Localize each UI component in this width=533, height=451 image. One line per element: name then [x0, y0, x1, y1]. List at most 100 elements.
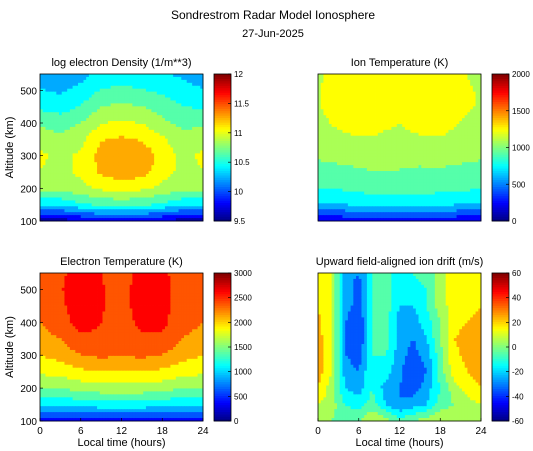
contour-cell [347, 74, 351, 78]
contour-cell [383, 141, 387, 145]
contour-cell [48, 176, 52, 181]
contour-cell [347, 88, 351, 93]
contour-cell [69, 88, 73, 93]
contour-cell [135, 171, 139, 175]
contour-cell [143, 150, 147, 154]
contour-cell [148, 200, 152, 204]
contour-cell [440, 79, 444, 84]
contour-cell [110, 171, 114, 175]
contour-cell [137, 165, 141, 169]
contour-cell [56, 109, 60, 113]
contour-cell [334, 82, 338, 87]
contour-cell [59, 74, 63, 78]
contour-cell [350, 165, 354, 169]
contour-cell [56, 76, 60, 81]
contour-cell [453, 144, 457, 148]
contour-cell [361, 112, 365, 116]
contour-cell [192, 156, 196, 160]
contour-cell [97, 209, 101, 213]
contour-cell [323, 112, 327, 116]
contour-cell [48, 171, 52, 175]
contour-cell [396, 141, 400, 145]
contour-cell [164, 185, 169, 190]
contour-cell [86, 168, 90, 172]
contour-cell [183, 171, 188, 175]
contour-cell [377, 74, 381, 78]
contour-cell [467, 88, 471, 93]
contour-cell [173, 147, 177, 151]
contour-cell [53, 176, 57, 181]
contour-cell [464, 123, 468, 128]
contour-cell [148, 153, 152, 157]
contour-cell [320, 94, 324, 98]
contour-cell [339, 144, 343, 148]
contour-cell [320, 150, 324, 154]
contour-cell [48, 88, 52, 93]
contour-cell [116, 191, 120, 195]
contour-cell [110, 156, 114, 160]
contour-cell [429, 88, 433, 93]
contour-cell [50, 159, 54, 163]
contour-cell [167, 153, 171, 157]
contour-cell [143, 168, 147, 172]
contour-cell [334, 115, 338, 119]
contour-cell [183, 118, 188, 122]
contour-cell [105, 153, 109, 157]
contour-cell [175, 165, 179, 169]
contour-cell [189, 156, 193, 160]
contour-cell [464, 126, 468, 131]
contour-cell [116, 82, 120, 87]
contour-cell [50, 132, 54, 137]
contour-cell [189, 209, 193, 213]
contour-cell [69, 97, 73, 101]
contour-cell [167, 123, 171, 128]
contour-cell [380, 162, 384, 166]
contour-cell [69, 135, 73, 140]
contour-cell [151, 100, 155, 104]
contour-cell [45, 200, 49, 204]
contour-cell [156, 88, 160, 93]
contour-cell [194, 126, 198, 131]
contour-cell [410, 132, 414, 137]
contour-cell [48, 150, 52, 154]
contour-cell [186, 212, 190, 216]
contour-cell [366, 74, 371, 78]
contour-cell [105, 82, 109, 87]
contour-cell [88, 197, 93, 201]
contour-cell [197, 179, 201, 184]
contour-cell [67, 203, 71, 207]
contour-cell [126, 126, 131, 131]
contour-cell [173, 123, 177, 128]
contour-cell [391, 129, 395, 134]
contour-cell [159, 88, 163, 93]
contour-cell [64, 171, 68, 175]
contour-cell [453, 109, 457, 113]
contour-cell [61, 88, 65, 93]
contour-cell [102, 185, 106, 190]
contour-cell [129, 118, 133, 122]
contour-cell [167, 118, 171, 122]
contour-cell [88, 121, 93, 125]
contour-cell [328, 109, 332, 113]
contour-cell [75, 106, 79, 110]
contour-cell [331, 159, 335, 163]
contour-cell [178, 171, 182, 175]
contour-cell [140, 109, 144, 113]
contour-cell [440, 97, 444, 101]
contour-cell [69, 218, 73, 222]
contour-cell [61, 129, 65, 134]
contour-cell [178, 194, 182, 198]
contour-cell [183, 85, 188, 90]
contour-cell [42, 126, 46, 131]
contour-cell [121, 97, 125, 101]
contour-cell [53, 132, 57, 137]
contour-cell [173, 215, 177, 219]
contour-cell [105, 188, 109, 192]
contour-cell [402, 156, 406, 160]
contour-cell [453, 118, 457, 122]
contour-cell [467, 115, 471, 119]
contour-cell [404, 94, 409, 98]
contour-cell [124, 132, 128, 137]
contour-cell [156, 168, 160, 172]
contour-cell [320, 165, 324, 169]
